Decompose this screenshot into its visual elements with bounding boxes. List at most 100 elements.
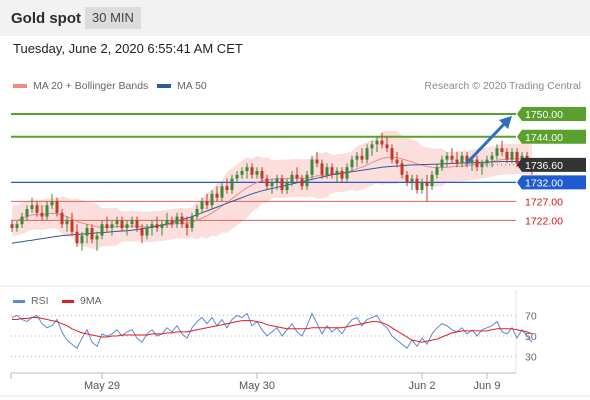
x-tick-label: May 29 — [84, 380, 120, 392]
candle-body — [75, 231, 79, 244]
candle-body — [370, 144, 374, 149]
candle-body — [330, 167, 334, 175]
candle-body — [80, 235, 84, 244]
candle-body — [15, 224, 19, 228]
interval-button[interactable]: 30 MIN — [85, 7, 141, 29]
candle-body — [40, 212, 44, 217]
candle-body — [50, 201, 54, 206]
candle-body — [185, 224, 189, 228]
candle-body — [130, 220, 134, 225]
candle-body — [290, 174, 294, 183]
candle-body — [415, 178, 419, 190]
candle-body — [270, 182, 274, 187]
credit-text: Research © 2020 Trading Central — [424, 80, 581, 92]
candle-body — [340, 171, 344, 179]
candle-body — [200, 201, 204, 209]
x-tick-label: May 30 — [239, 380, 275, 392]
candle-body — [395, 159, 399, 164]
candle-body — [505, 152, 509, 160]
candle-body — [480, 163, 484, 168]
candle-body — [25, 209, 29, 217]
candle-body — [465, 155, 469, 164]
candle-body — [180, 216, 184, 225]
candle-body — [445, 155, 449, 160]
candle-body — [515, 152, 519, 164]
candle-body — [65, 220, 69, 225]
candle-body — [35, 205, 39, 213]
candle-body — [375, 140, 379, 145]
legend-swatch — [13, 299, 25, 303]
header-bar: Gold spot 30 MIN — [0, 0, 590, 36]
candle-body — [265, 178, 269, 187]
candle-body — [350, 159, 354, 168]
candle-body — [195, 209, 199, 217]
candle-body — [225, 186, 229, 190]
candle-body — [30, 205, 34, 209]
candle-body — [410, 178, 414, 183]
legend-label: 9MA — [80, 295, 102, 307]
timestamp: Tuesday, June 2, 2020 6:55:41 AM CET — [13, 41, 243, 56]
candle-body — [125, 224, 129, 228]
legend-label: MA 20 + Bollinger Bands — [33, 80, 149, 92]
candle-body — [385, 144, 389, 149]
candle-body — [380, 140, 384, 145]
candle-body — [85, 228, 89, 236]
legend-label: MA 50 — [177, 80, 207, 92]
price-tag-support — [517, 175, 586, 190]
candle-body — [455, 159, 459, 164]
candle-body — [250, 167, 254, 175]
candle-body — [425, 182, 429, 187]
rsi-9ma-line — [12, 317, 533, 343]
candle-body — [435, 167, 439, 175]
rsi-tick-label: 50 — [525, 331, 537, 343]
candle-body — [205, 201, 209, 206]
candle-body — [190, 216, 194, 228]
candle-body — [495, 148, 499, 156]
legend-item-ma50: MA 50 — [157, 80, 207, 92]
candle-body — [285, 182, 289, 190]
candle-body — [490, 155, 494, 160]
candle-body — [70, 220, 74, 232]
legend-item-bollinger: MA 20 + Bollinger Bands — [13, 80, 148, 92]
candle-body — [60, 212, 64, 225]
candle-body — [390, 148, 394, 160]
candle-body — [305, 174, 309, 187]
candle-body — [440, 159, 444, 168]
candle-body — [115, 220, 119, 225]
candle-body — [170, 220, 174, 225]
candle-body — [345, 167, 349, 179]
price-tag-label: 1744.00 — [525, 132, 563, 144]
candle-body — [485, 159, 489, 164]
candle-body — [105, 224, 109, 228]
price-tag-label: 1722.00 — [525, 215, 563, 227]
legend-item-rsi: RSI — [13, 295, 49, 307]
price-tag-label: 1732.00 — [525, 177, 563, 189]
candle-body — [230, 178, 234, 190]
candle-body — [405, 174, 409, 183]
candle-body — [140, 228, 144, 236]
price-tag-resistance — [517, 129, 586, 144]
legend-item-9ma: 9MA — [62, 295, 102, 307]
projection-arrow-shaft — [465, 120, 508, 165]
candle-body — [420, 182, 424, 190]
candle-body — [470, 159, 474, 164]
candle-body — [215, 193, 219, 198]
legend-swatch — [13, 84, 27, 89]
candle-body — [145, 228, 149, 236]
candle-body — [175, 216, 179, 225]
projection-arrow-head — [499, 116, 512, 129]
rsi-line — [11, 312, 533, 350]
candle-body — [315, 159, 319, 164]
candle-body — [280, 178, 284, 190]
candle-body — [20, 216, 24, 225]
candle-body — [325, 167, 329, 175]
price-tag-label: 1727.00 — [525, 196, 563, 208]
candle-body — [90, 228, 94, 240]
rsi-tick-label: 70 — [525, 310, 537, 322]
price-tag-current — [517, 157, 586, 172]
candle-body — [100, 224, 104, 236]
candle-body — [300, 178, 304, 187]
candle-body — [320, 163, 324, 175]
candle-body — [135, 220, 139, 228]
